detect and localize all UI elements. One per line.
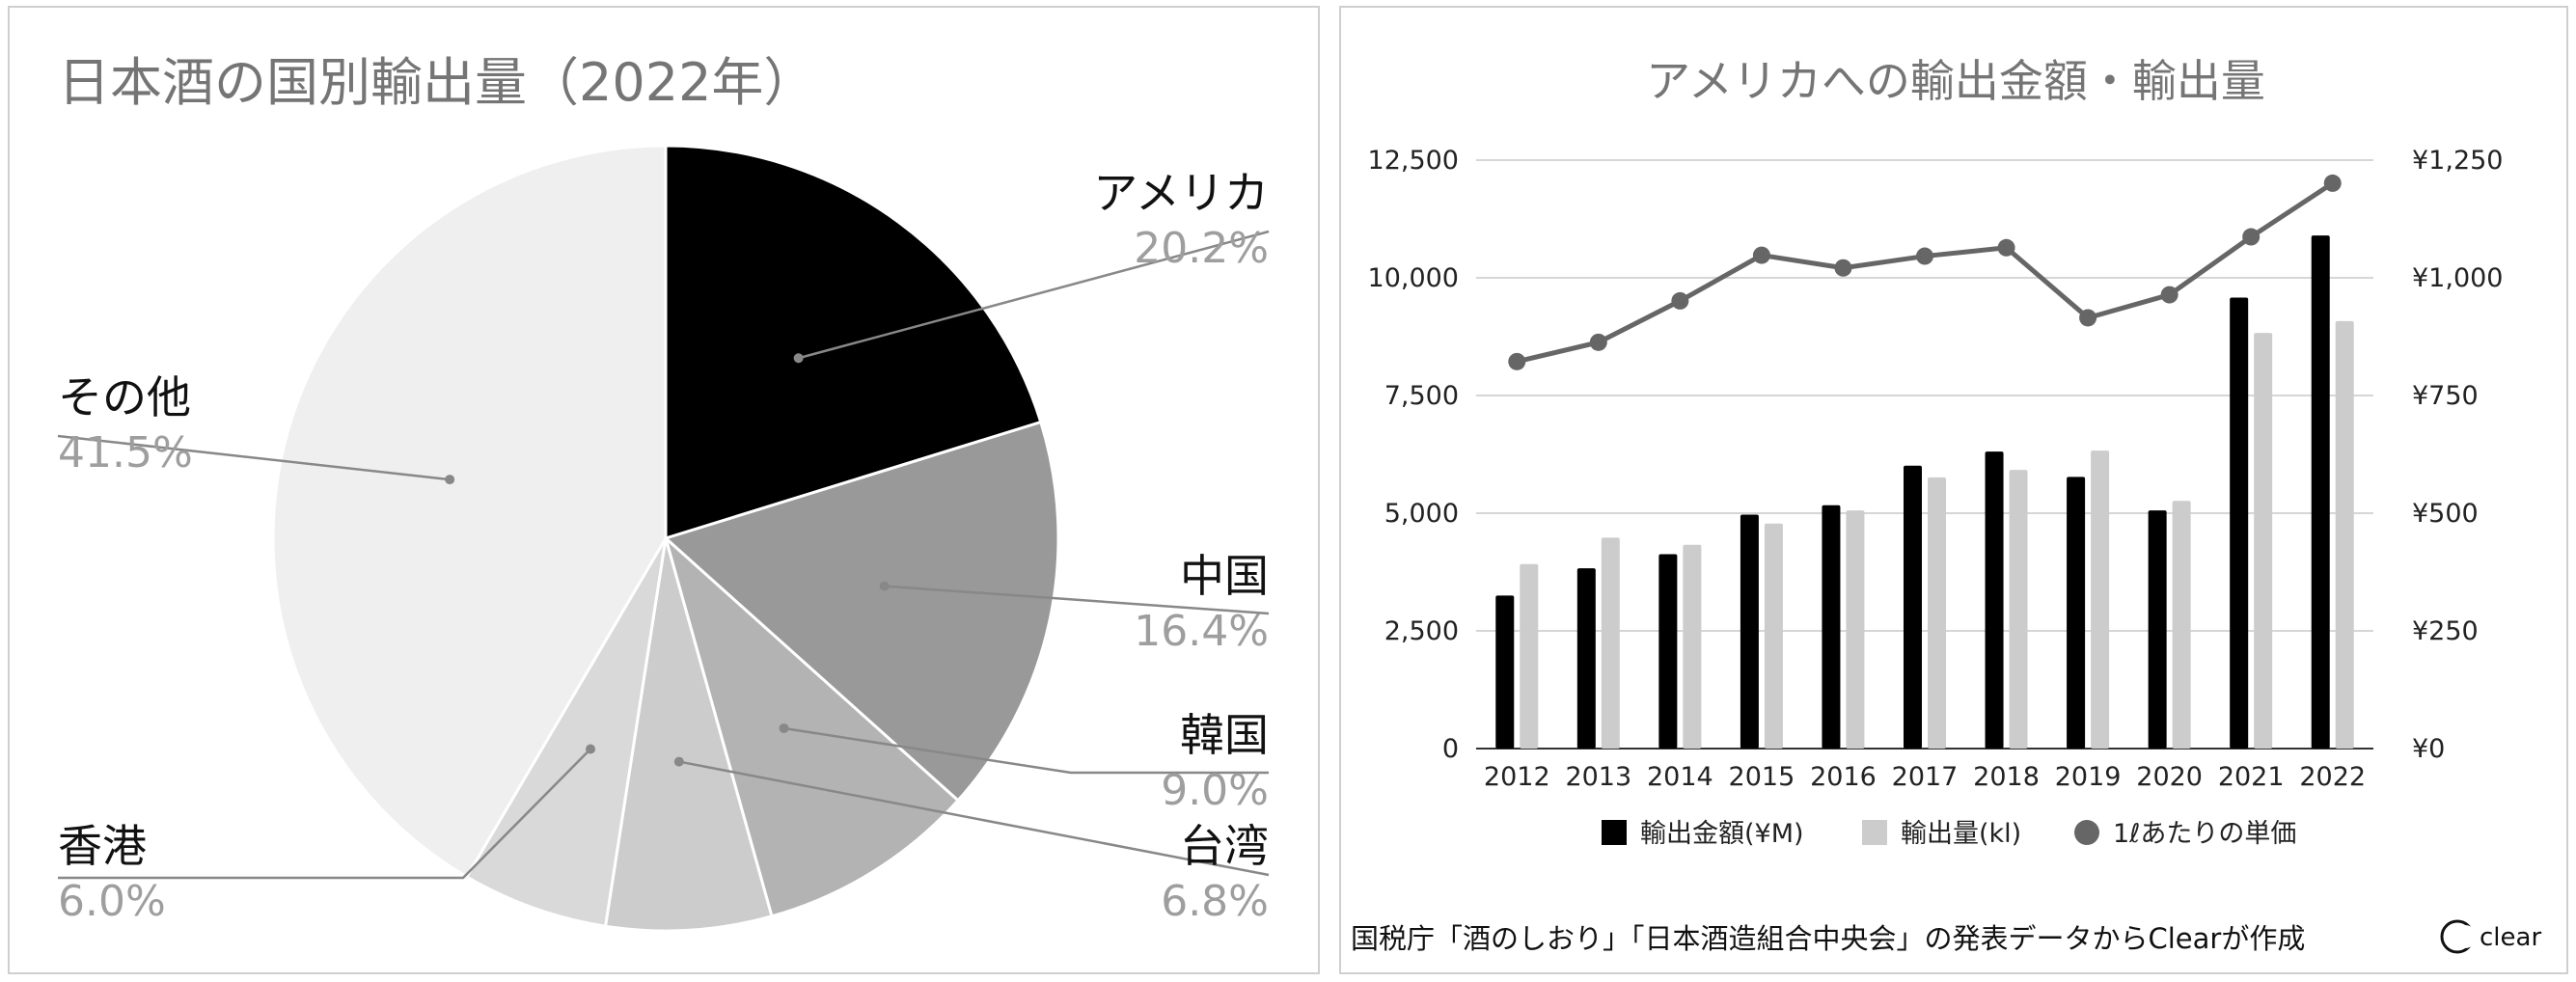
y-tick-right-0: ¥0 [2412,734,2445,764]
x-tick-2021: 2021 [2218,762,2285,792]
pie-label-0: アメリカ [1093,167,1269,219]
x-tick-2018: 2018 [1973,762,2040,792]
x-tick-2017: 2017 [1892,762,1959,792]
clear-logo-text: clear [2480,923,2541,952]
line-point-2015 [1752,246,1770,264]
pie-slice-1 [663,420,1060,803]
legend-label-2: 1ℓあたりの単価 [2113,819,2296,849]
x-tick-2019: 2019 [2055,762,2122,792]
bar-0-2014 [1658,554,1678,749]
pie-label-1: 中国 [1180,550,1269,602]
clear-logo-icon-cut [2453,925,2477,948]
y-tick-left-1: 2,500 [1384,616,1459,646]
bar-1-2019 [2091,450,2110,749]
x-tick-2016: 2016 [1810,762,1877,792]
pie-label-5: その他 [58,371,191,423]
pie-leader-line-2 [783,726,1269,775]
pie-label-2: 韓国 [1180,709,1269,761]
legend-swatch-2 [2074,820,2099,845]
x-tick-2012: 2012 [1484,762,1550,792]
line-point-2020 [2160,286,2179,304]
bar-1-2015 [1764,523,1783,749]
pie-chart: 日本酒の国別輸出量（2022年） アメリカ 20.2% 中国 16.4% 韓国 9.0% 台… [57,52,1270,933]
pie-percent-0: 20.2% [1134,224,1269,273]
bar-0-2016 [1822,505,1841,749]
y-tick-left-5: 12,500 [1368,146,1459,176]
pie-slice-0 [664,144,1043,541]
combo-chart-title: アメリカへの輸出金額・輸出量 [1646,55,2265,107]
pie-slice-5 [271,144,668,879]
bar-1-2016 [1846,510,1865,749]
pie-leader-line-3 [678,760,1270,877]
legend-label-1: 輸出量(kl) [1901,819,2021,849]
x-tick-2013: 2013 [1565,762,1631,792]
line-point-2021 [2242,228,2261,246]
bar-1-2020 [2172,501,2191,749]
y-tick-right-2: ¥500 [2412,499,2479,529]
clear-logo: clear [2440,919,2541,954]
pie-label-3: 台湾 [1180,820,1269,872]
line-point-2017 [1916,247,1933,265]
pie-slice-3 [603,537,774,933]
pie-leader-line-5 [57,434,451,481]
line-point-2019 [2079,309,2097,327]
pie-chart-title: 日本酒の国別輸出量（2022年） [58,52,815,113]
pie-percent-1: 16.4% [1134,607,1269,656]
pie-percent-2: 9.0% [1161,766,1269,815]
y-tick-left-2: 5,000 [1384,499,1459,529]
y-tick-right-3: ¥750 [2412,381,2479,411]
pie-percent-5: 41.5% [58,428,193,477]
bar-1-2018 [2009,470,2028,749]
line-series-0 [1516,180,2335,365]
bar-1-2022 [2335,320,2354,749]
pie-slice-4 [464,537,668,928]
bar-0-2019 [2067,477,2086,749]
pie-leader-line-1 [884,585,1270,615]
bar-0-2021 [2230,297,2249,749]
line-point-2018 [1997,238,2015,257]
source-note: 国税庁「酒のしおり」「日本酒造組合中央会」の発表データからClearが作成 [1351,922,2305,955]
line-point-2016 [1834,259,1852,277]
pie-label-4: 香港 [58,820,147,872]
bar-0-2012 [1495,595,1515,749]
pie-percent-4: 6.0% [58,877,166,926]
line-point-2014 [1671,291,1689,310]
legend-swatch-1 [1862,820,1887,845]
y-tick-right-4: ¥1,000 [2412,263,2503,293]
bar-0-2015 [1740,514,1759,749]
x-tick-2020: 2020 [2136,762,2203,792]
legend-swatch-0 [1602,820,1627,845]
bar-1-2021 [2254,333,2273,749]
combo-chart-panel: アメリカへの輸出金額・輸出量 0 ¥0 2,500 ¥250 5,000 ¥500 7,50… [1339,6,2568,974]
bar-1-2014 [1683,544,1702,749]
x-tick-2022: 2022 [2299,762,2366,792]
bar-1-2013 [1601,537,1620,749]
line-point-2022 [2323,174,2342,192]
x-tick-2014: 2014 [1647,762,1713,792]
bar-1-2017 [1928,477,1946,749]
y-tick-left-3: 7,500 [1384,381,1459,411]
y-tick-left-4: 10,000 [1368,263,1459,293]
y-tick-right-5: ¥1,250 [2412,146,2503,176]
bar-0-2022 [2311,235,2330,749]
y-tick-left-0: 0 [1442,734,1459,764]
pie-leader-line-4 [58,748,591,880]
bar-1-2012 [1520,563,1539,749]
line-point-2013 [1589,333,1607,351]
bar-0-2013 [1576,568,1596,749]
legend-label-0: 輸出金額(¥M) [1640,819,1804,849]
bar-0-2018 [1985,451,2004,749]
combo-chart: アメリカへの輸出金額・輸出量 0 ¥0 2,500 ¥250 5,000 ¥500 7,50… [1351,55,2541,955]
pie-leader-line-0 [798,230,1270,360]
pie-percent-3: 6.8% [1161,877,1269,926]
bar-0-2017 [1904,465,1922,749]
pie-chart-panel: 日本酒の国別輸出量（2022年） アメリカ 20.2% 中国 16.4% 韓国 9.0% 台… [8,6,1320,974]
line-point-2012 [1508,352,1526,370]
x-tick-2015: 2015 [1729,762,1795,792]
bar-0-2020 [2148,510,2167,749]
y-tick-right-1: ¥250 [2412,616,2479,646]
